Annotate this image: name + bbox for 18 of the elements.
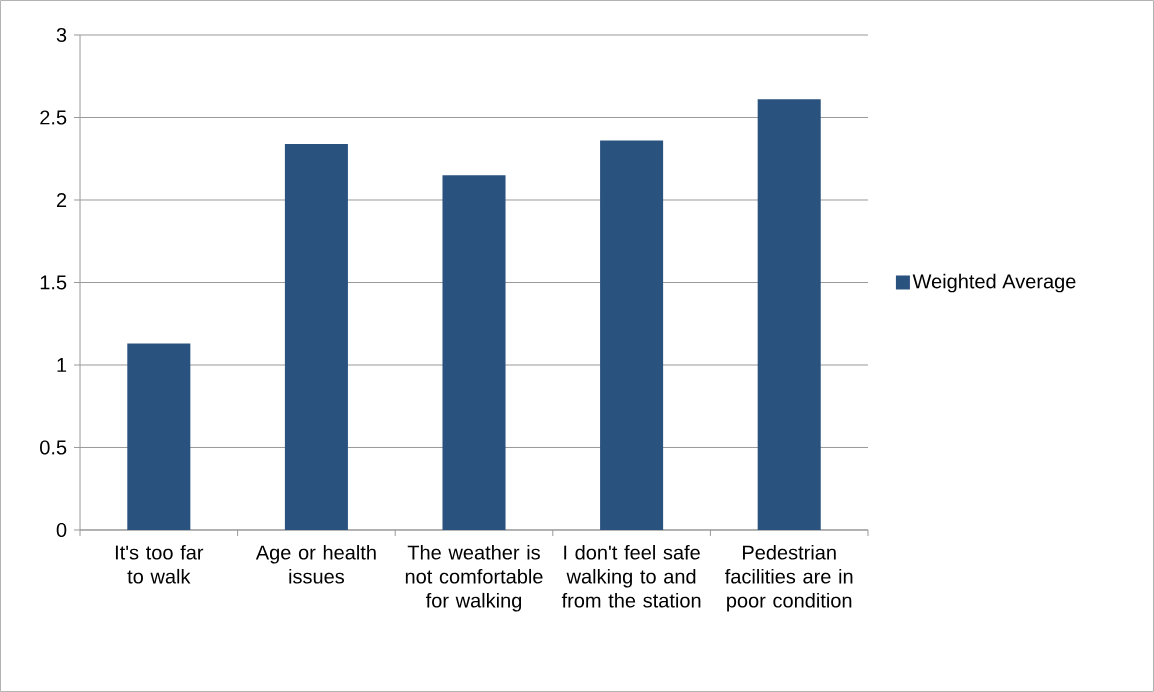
x-tick-label: Age or health issues [255,544,376,584]
y-tick-label: 3 [56,27,67,43]
bar [600,140,664,530]
bar [284,143,348,530]
x-tick-label: The weather is not comfortable for walking [405,544,543,612]
y-tick-label: 1.5 [40,275,67,290]
bar [442,175,506,530]
y-tick-label: 0.5 [40,440,67,455]
x-tick-label: It's too far to walk [115,544,204,584]
bar [757,99,821,530]
bar [127,343,191,530]
x-tick-label: I don't feel safe walking to and from the station [561,544,701,608]
legend-label: Weighted Average [912,273,1076,293]
y-tick-label: 2 [56,193,67,207]
y-tick-label: 1 [57,358,67,372]
y-tick-label: 0 [56,522,67,538]
y-tick-label: 2.5 [40,110,67,125]
x-tick-label: Pedestrian facilities are in poor condition [725,544,853,612]
